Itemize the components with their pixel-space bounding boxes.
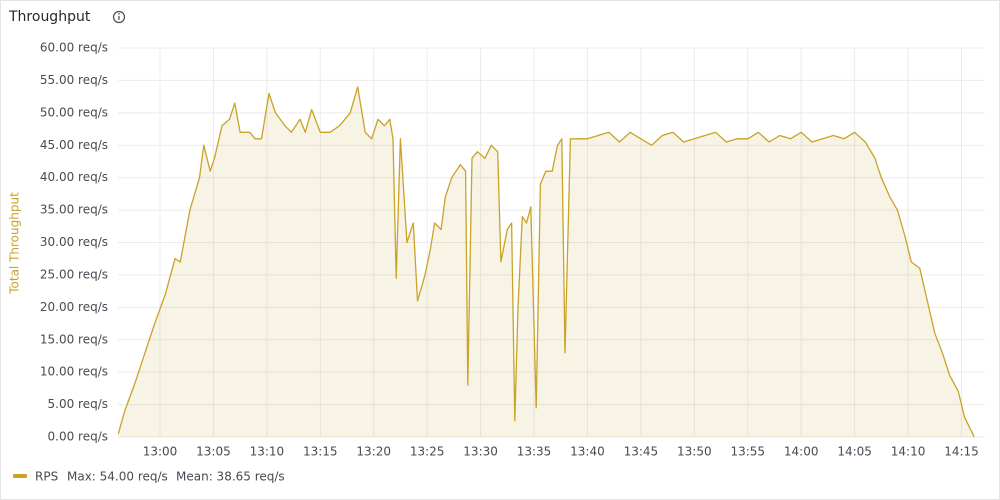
y-tick-label: 10.00 req/s [40, 365, 108, 379]
x-tick-label: 13:55 [730, 445, 765, 459]
x-tick-label: 13:40 [570, 445, 605, 459]
x-tick-label: 14:15 [944, 445, 979, 459]
x-tick-label: 13:30 [463, 445, 498, 459]
y-tick-label: 0.00 req/s [48, 430, 109, 444]
x-tick-label: 14:10 [891, 445, 926, 459]
x-tick-label: 13:50 [677, 445, 712, 459]
legend-stat: Mean: 38.65 req/s [176, 470, 285, 484]
series-area [118, 86, 975, 438]
y-tick-label: 5.00 req/s [48, 397, 109, 411]
x-tick-label: 13:25 [410, 445, 445, 459]
y-tick-label: 55.00 req/s [40, 73, 108, 87]
x-tick-label: 14:05 [837, 445, 872, 459]
y-tick-label: 40.00 req/s [40, 170, 108, 184]
y-tick-label: 20.00 req/s [40, 300, 108, 314]
x-tick-label: 14:00 [784, 445, 819, 459]
legend-label[interactable]: RPS [35, 470, 58, 484]
x-tick-label: 13:10 [250, 445, 285, 459]
x-tick-label: 13:20 [356, 445, 391, 459]
y-tick-label: 15.00 req/s [40, 332, 108, 346]
series-line [117, 86, 975, 438]
panel-title: Throughput [8, 9, 91, 25]
legend-stat: Max: 54.00 req/s [67, 470, 168, 484]
y-axis-title: Total Throughput [8, 192, 22, 295]
y-tick-label: 50.00 req/s [40, 105, 108, 119]
x-tick-label: 13:35 [517, 445, 552, 459]
x-tick-label: 13:15 [303, 445, 338, 459]
y-tick-label: 35.00 req/s [40, 203, 108, 217]
y-tick-label: 25.00 req/s [40, 267, 108, 281]
y-tick-label: 60.00 req/s [40, 41, 108, 55]
y-tick-label: 45.00 req/s [40, 138, 108, 152]
grid [118, 47, 985, 438]
x-tick-label: 13:45 [624, 445, 659, 459]
legend-swatch [13, 474, 27, 478]
y-tick-label: 30.00 req/s [40, 235, 108, 249]
x-tick-label: 13:05 [196, 445, 231, 459]
info-icon[interactable] [112, 10, 126, 24]
x-tick-label: 13:00 [143, 445, 178, 459]
